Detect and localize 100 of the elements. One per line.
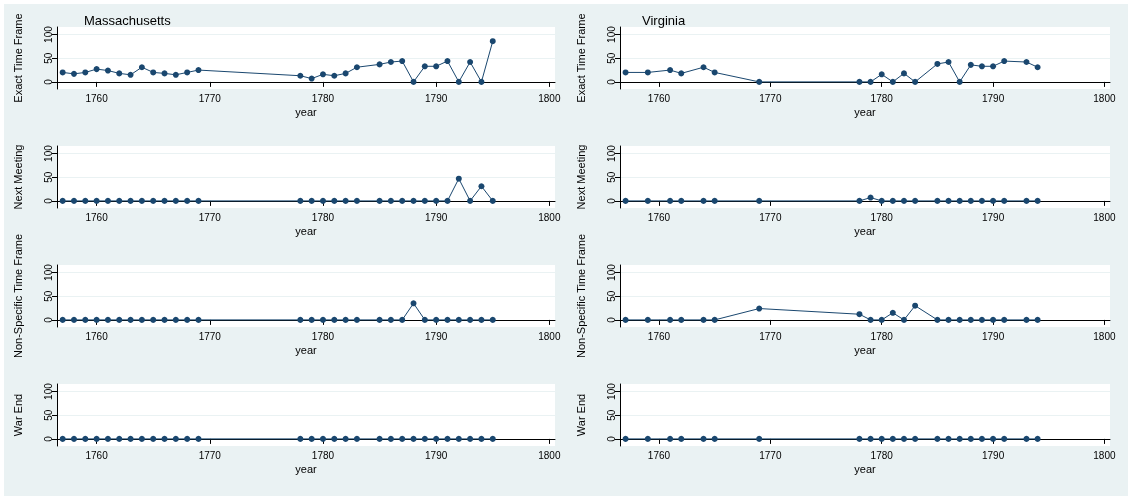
point	[421, 197, 428, 204]
y-tick-label: 100	[605, 25, 617, 43]
x-tick-label: 1800	[538, 211, 561, 223]
x-tick-label: 1760	[85, 330, 109, 342]
x-tick-label: 1770	[198, 449, 222, 461]
y-tick-label: 100	[605, 382, 617, 400]
point	[700, 64, 707, 71]
x-tick-label: 1800	[1093, 92, 1116, 104]
point	[889, 309, 896, 316]
x-tick-label: 1790	[981, 211, 1005, 223]
point	[967, 61, 974, 68]
x-axis-title: year	[295, 462, 318, 475]
point	[161, 197, 168, 204]
point	[93, 66, 100, 73]
point	[489, 197, 496, 204]
x-tick-label: 1780	[311, 92, 335, 104]
x-axis-title: year	[854, 462, 877, 475]
x-tick-label: 1800	[538, 449, 561, 461]
x-tick-label: 1790	[425, 330, 448, 342]
point	[467, 59, 474, 66]
x-tick-label: 1760	[647, 330, 671, 342]
point	[478, 183, 485, 190]
x-tick-label: 1800	[1093, 330, 1116, 342]
y-tick-label: 0	[605, 197, 617, 204]
point	[410, 197, 417, 204]
x-axis-title: year	[854, 343, 877, 356]
point	[889, 78, 896, 85]
y-axis-title: Next Meeting	[11, 144, 24, 210]
point	[376, 197, 383, 204]
x-tick-label: 1770	[759, 92, 782, 104]
x-tick-label: 1780	[870, 92, 894, 104]
point	[70, 197, 77, 204]
point	[184, 197, 191, 204]
point	[912, 302, 919, 309]
point	[116, 70, 123, 77]
point	[353, 197, 360, 204]
point	[353, 64, 360, 71]
x-tick-label: 1800	[538, 330, 561, 342]
point	[399, 58, 406, 65]
y-tick-label: 0	[42, 316, 54, 323]
x-tick-label: 1780	[870, 330, 894, 342]
point	[342, 70, 349, 77]
point	[70, 70, 77, 77]
y-axis-title: Exact Time Frame	[574, 13, 587, 103]
y-tick-label: 50	[42, 52, 54, 64]
point	[297, 197, 304, 204]
point	[856, 311, 863, 318]
x-tick-label: 1790	[981, 330, 1005, 342]
y-tick-label: 0	[605, 435, 617, 442]
point	[195, 197, 202, 204]
x-tick-label: 1770	[198, 330, 222, 342]
x-tick-label: 1790	[981, 92, 1005, 104]
point	[195, 67, 202, 74]
point	[455, 175, 462, 182]
y-tick-label: 50	[605, 171, 617, 183]
y-tick-label: 0	[42, 78, 54, 85]
point	[399, 197, 406, 204]
point	[297, 72, 304, 79]
x-tick-label: 1770	[759, 211, 782, 223]
x-tick-label: 1790	[981, 449, 1005, 461]
y-tick-label: 100	[42, 144, 54, 162]
point	[478, 78, 485, 85]
point	[138, 64, 145, 71]
point	[700, 316, 707, 323]
point	[1023, 59, 1030, 66]
point	[387, 59, 394, 66]
point	[308, 75, 315, 82]
y-axis-title: Non-Specific Time Frame	[574, 233, 587, 359]
point	[319, 71, 326, 78]
point	[934, 60, 941, 67]
point	[856, 78, 863, 85]
point	[59, 69, 66, 76]
point	[667, 316, 674, 323]
y-axis-title: War End	[574, 393, 587, 437]
x-axis-title: year	[854, 224, 877, 237]
x-tick-label: 1770	[198, 211, 222, 223]
x-tick-label: 1800	[1093, 449, 1116, 461]
point	[667, 67, 674, 74]
y-tick-label: 100	[42, 263, 54, 281]
point	[756, 305, 763, 312]
point	[410, 78, 417, 85]
point	[978, 63, 985, 70]
y-axis-title: Exact Time Frame	[11, 13, 24, 103]
x-tick-label: 1760	[647, 92, 671, 104]
point	[319, 197, 326, 204]
point	[978, 316, 985, 323]
y-axis-title: War End	[11, 393, 24, 437]
x-tick-label: 1780	[870, 449, 894, 461]
y-tick-label: 100	[42, 25, 54, 43]
x-tick-label: 1790	[425, 211, 448, 223]
point	[912, 78, 919, 85]
x-tick-label: 1780	[311, 211, 335, 223]
point	[1001, 316, 1008, 323]
x-tick-label: 1780	[870, 211, 894, 223]
point	[678, 70, 685, 77]
point	[342, 197, 349, 204]
y-tick-label: 0	[42, 435, 54, 442]
point	[867, 78, 874, 85]
point	[444, 197, 451, 204]
point	[1023, 316, 1030, 323]
